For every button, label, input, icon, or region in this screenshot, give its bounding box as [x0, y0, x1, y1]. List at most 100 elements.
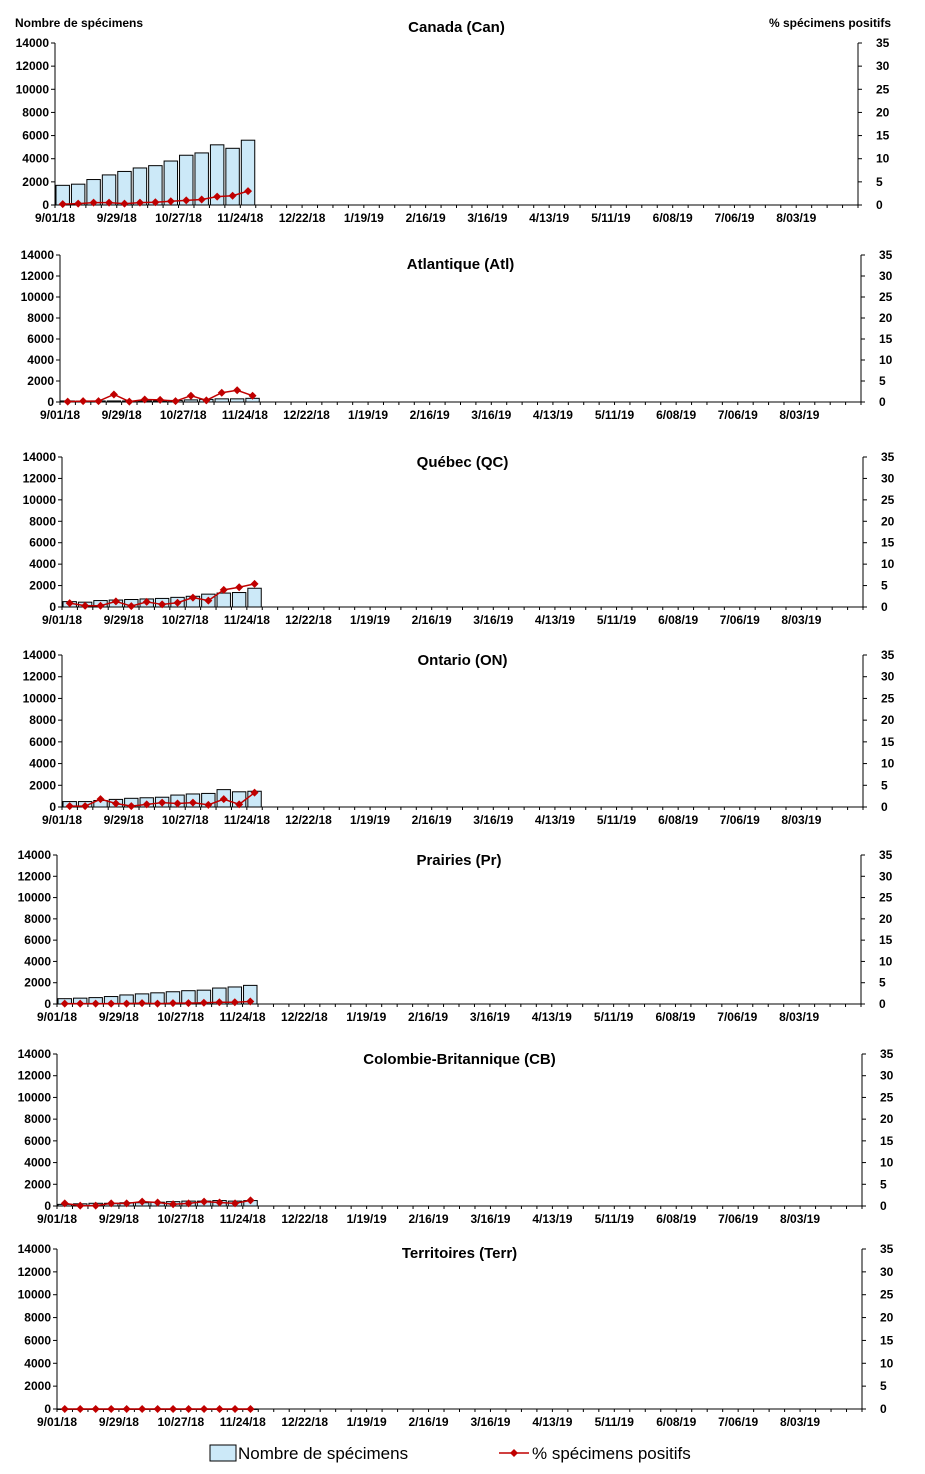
left-tick-label: 12000 — [23, 670, 57, 684]
positivity-point — [76, 1405, 85, 1413]
right-tick-label: 35 — [879, 848, 893, 862]
positivity-point — [89, 198, 98, 207]
left-tick-label: 6000 — [24, 1134, 51, 1148]
x-tick-label: 4/13/19 — [532, 1010, 572, 1024]
right-tick-label: 10 — [881, 757, 895, 771]
positivity-point — [184, 1405, 193, 1413]
positivity-point — [246, 1196, 255, 1205]
x-tick-label: 9/01/18 — [37, 1415, 77, 1429]
left-tick-label: 8000 — [22, 105, 49, 119]
x-tick-label: 7/06/19 — [717, 1010, 757, 1024]
positivity-point — [111, 799, 120, 808]
left-tick-label: 2000 — [24, 1379, 51, 1393]
x-tick-label: 11/24/18 — [220, 1415, 266, 1429]
left-tick-label: 14000 — [18, 1047, 52, 1061]
positivity-point — [233, 386, 242, 395]
right-tick-label: 15 — [879, 332, 893, 346]
x-tick-label: 9/01/18 — [42, 613, 82, 627]
left-tick-label: 8000 — [24, 912, 51, 926]
x-tick-label: 6/08/19 — [656, 408, 696, 422]
positivity-point — [235, 800, 244, 809]
positivity-point — [169, 1405, 178, 1413]
positivity-point — [250, 579, 259, 588]
right-tick-label: 15 — [880, 1333, 894, 1347]
x-tick-label: 5/11/19 — [597, 613, 637, 627]
positivity-point — [213, 192, 222, 201]
positivity-point — [153, 999, 162, 1008]
positivity-point — [122, 999, 131, 1008]
x-tick-label: 9/29/18 — [102, 408, 142, 422]
right-tick-label: 10 — [879, 954, 893, 968]
positivity-point — [138, 999, 147, 1008]
chart-panel: Québec (QC) 0 2000 4000 6000 8000 10000 12000 14… — [23, 450, 895, 627]
left-tick-label: 0 — [44, 997, 51, 1011]
right-tick-label: 25 — [881, 691, 895, 705]
right-tick-label: 5 — [880, 1177, 887, 1191]
x-tick-label: 12/22/18 — [281, 1212, 328, 1226]
left-tick-label: 2000 — [22, 175, 49, 189]
chart-title: Prairies (Pr) — [416, 852, 501, 869]
bar — [240, 139, 256, 206]
x-tick-label: 8/03/19 — [779, 408, 819, 422]
left-tick-label: 10000 — [23, 691, 57, 705]
positivity-point — [158, 798, 167, 807]
positivity-point — [60, 1199, 69, 1208]
left-tick-label: 4000 — [24, 1356, 51, 1370]
left-tick-label: 14000 — [18, 1242, 52, 1256]
positivity-point — [140, 395, 149, 404]
positivity-point — [235, 583, 244, 592]
positivity-point — [217, 388, 226, 397]
x-tick-label: 3/16/19 — [471, 408, 511, 422]
positivity-point — [76, 999, 85, 1008]
positivity-point — [107, 999, 116, 1008]
right-tick-label: 15 — [879, 933, 893, 947]
chart-panels: Canada (Can) 0 2000 4000 6000 8000 10000 12000 1… — [16, 19, 895, 1429]
right-tick-label: 20 — [880, 1311, 894, 1325]
left-tick-label: 2000 — [27, 374, 54, 388]
x-tick-label: 9/01/18 — [37, 1010, 77, 1024]
right-tick-label: 30 — [876, 59, 890, 73]
x-tick-label: 2/16/19 — [412, 613, 452, 627]
right-tick-label: 10 — [881, 557, 895, 571]
right-tick-label: 25 — [879, 290, 893, 304]
positivity-point — [122, 1405, 131, 1413]
x-tick-label: 11/24/18 — [224, 813, 270, 827]
positivity-point — [197, 195, 206, 204]
right-tick-label: 20 — [880, 1112, 894, 1126]
left-tick-label: 14000 — [23, 450, 57, 464]
positivity-point — [122, 1199, 131, 1208]
x-tick-label: 11/24/18 — [222, 408, 268, 422]
positivity-point — [153, 1198, 162, 1207]
chart-panel: Prairies (Pr) 0 2000 4000 6000 8000 10000 12000… — [18, 848, 893, 1024]
positivity-point — [166, 197, 175, 206]
x-tick-label: 6/08/19 — [653, 211, 693, 225]
x-tick-label: 2/16/19 — [409, 1415, 449, 1429]
positivity-point — [188, 593, 197, 602]
left-tick-label: 6000 — [29, 735, 56, 749]
left-tick-label: 8000 — [29, 713, 56, 727]
x-tick-label: 6/08/19 — [655, 1010, 695, 1024]
positivity-point — [204, 596, 213, 605]
chart-title: Canada (Can) — [408, 19, 505, 36]
x-tick-label: 6/08/19 — [656, 1415, 696, 1429]
right-tick-label: 20 — [881, 713, 895, 727]
left-tick-label: 14000 — [21, 248, 55, 262]
left-tick-label: 10000 — [21, 290, 55, 304]
bar — [106, 400, 122, 403]
positivity-point — [215, 1405, 224, 1413]
right-tick-label: 5 — [881, 579, 888, 593]
left-tick-label: 10000 — [16, 82, 50, 96]
left-tick-label: 12000 — [16, 59, 50, 73]
x-tick-label: 10/27/18 — [157, 1415, 204, 1429]
positivity-point — [186, 391, 195, 400]
right-tick-label: 5 — [876, 175, 883, 189]
positivity-point — [111, 597, 120, 606]
left-axis-label: Nombre de spécimens — [15, 16, 143, 30]
x-tick-label: 9/01/18 — [37, 1212, 77, 1226]
positivity-point — [138, 1405, 147, 1413]
positivity-point — [188, 798, 197, 807]
positivity-point — [156, 395, 165, 404]
positivity-point — [127, 802, 136, 811]
right-tick-label: 5 — [880, 1379, 887, 1393]
positivity-point — [202, 396, 211, 405]
